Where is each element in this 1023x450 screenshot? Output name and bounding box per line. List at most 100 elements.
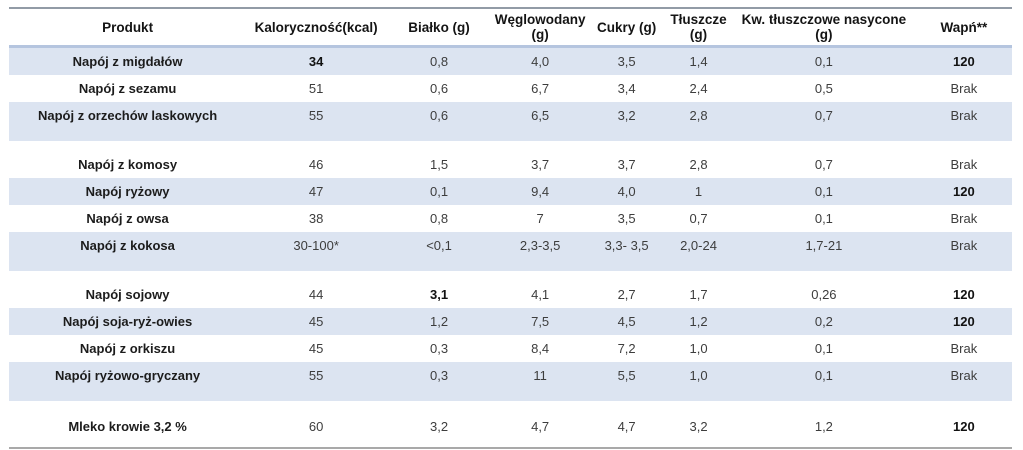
value-cell: 1 (665, 178, 733, 205)
value-cell: 2,8 (665, 151, 733, 178)
value-cell: 0,8 (386, 205, 493, 232)
value-cell: 3,2 (588, 102, 665, 141)
value-cell: 7 (492, 205, 589, 232)
column-header-8: Wapń** (915, 8, 1012, 47)
value-cell: 0,8 (386, 46, 493, 75)
table-body: Napój z migdałów 34 0,8 4,0 3,5 1,4 0,1 120 Napó… (9, 46, 1012, 448)
value-cell: 1,7-21 (732, 232, 916, 271)
value-cell: 0,2 (732, 308, 916, 335)
value-cell: 0,7 (732, 151, 916, 178)
column-header-1: Produkt (9, 8, 247, 47)
value-cell: 0,7 (665, 205, 733, 232)
value-cell: 3,5 (588, 46, 665, 75)
value-cell: 4,7 (588, 411, 665, 448)
column-header-5: Cukry (g) (588, 8, 665, 47)
nutrition-table: Produkt Kaloryczność(kcal) Białko (g) Węglo… (9, 7, 1012, 449)
value-cell: Brak (915, 102, 1012, 141)
value-cell: 2,4 (665, 75, 733, 102)
table-row: Napój ryżowy 47 0,1 9,4 4,0 1 0,1 120 (9, 178, 1012, 205)
group-spacer (9, 141, 1012, 151)
value-cell: Brak (915, 205, 1012, 232)
value-cell: 6,5 (492, 102, 589, 141)
header-row: Produkt Kaloryczność(kcal) Białko (g) Węglo… (9, 8, 1012, 47)
product-cell: Napój ryżowy (9, 178, 247, 205)
value-cell: 45 (246, 335, 387, 362)
value-cell: 3,4 (588, 75, 665, 102)
value-cell: 55 (246, 102, 387, 141)
value-cell: 0,1 (732, 178, 916, 205)
spacer-cell (9, 271, 1012, 281)
value-cell: 1,5 (386, 151, 493, 178)
table-row: Napój z kokosa 30-100* <0,1 2,3-3,5 3,3- 3,5… (9, 232, 1012, 271)
value-cell: Brak (915, 75, 1012, 102)
value-cell: 0,3 (386, 335, 493, 362)
value-cell: 44 (246, 281, 387, 308)
value-cell: 1,2 (732, 411, 916, 448)
value-cell: 2,8 (665, 102, 733, 141)
value-cell: 7,2 (588, 335, 665, 362)
value-cell: 120 (915, 178, 1012, 205)
product-cell: Napój z sezamu (9, 75, 247, 102)
value-cell: 2,0-24 (665, 232, 733, 271)
value-cell: Brak (915, 151, 1012, 178)
table-row: Napój z sezamu 51 0,6 6,7 3,4 2,4 0,5 Brak (9, 75, 1012, 102)
product-cell: Napój z orkiszu (9, 335, 247, 362)
value-cell: 4,0 (492, 46, 589, 75)
column-header-4: Węglowodany (g) (492, 8, 589, 47)
value-cell: 0,6 (386, 102, 493, 141)
table-row: Napój sojowy 44 3,1 4,1 2,7 1,7 0,26 120 (9, 281, 1012, 308)
value-cell: 1,4 (665, 46, 733, 75)
value-cell: 120 (915, 411, 1012, 448)
value-cell: 1,2 (665, 308, 733, 335)
value-cell: 120 (915, 308, 1012, 335)
value-cell: 4,0 (588, 178, 665, 205)
table-row: Napój z orkiszu 45 0,3 8,4 7,2 1,0 0,1 Brak (9, 335, 1012, 362)
value-cell: 0,1 (732, 46, 916, 75)
product-cell: Napój z kokosa (9, 232, 247, 271)
value-cell: 6,7 (492, 75, 589, 102)
value-cell: 1,0 (665, 335, 733, 362)
table-header: Produkt Kaloryczność(kcal) Białko (g) Węglo… (9, 8, 1012, 47)
value-cell: 9,4 (492, 178, 589, 205)
table-row: Napój soja-ryż-owies 45 1,2 7,5 4,5 1,2 0,2 120 (9, 308, 1012, 335)
value-cell: 4,7 (492, 411, 589, 448)
product-cell: Napój soja-ryż-owies (9, 308, 247, 335)
table-row: Napój z komosy 46 1,5 3,7 3,7 2,8 0,7 Brak (9, 151, 1012, 178)
value-cell: Brak (915, 335, 1012, 362)
value-cell: 46 (246, 151, 387, 178)
table-row: Mleko krowie 3,2 % 60 3,2 4,7 4,7 3,2 1,2 120 (9, 411, 1012, 448)
value-cell: 120 (915, 46, 1012, 75)
value-cell: 120 (915, 281, 1012, 308)
value-cell: 34 (246, 46, 387, 75)
value-cell: 0,1 (732, 362, 916, 401)
value-cell: 8,4 (492, 335, 589, 362)
value-cell: 2,7 (588, 281, 665, 308)
value-cell: 1,7 (665, 281, 733, 308)
value-cell: 3,7 (588, 151, 665, 178)
product-cell: Napój z owsa (9, 205, 247, 232)
table-row: Napój z owsa 38 0,8 7 3,5 0,7 0,1 Brak (9, 205, 1012, 232)
product-cell: Napój z migdałów (9, 46, 247, 75)
product-cell: Napój z orzechów laskowych (9, 102, 247, 141)
product-cell: Napój sojowy (9, 281, 247, 308)
table-row: Napój z migdałów 34 0,8 4,0 3,5 1,4 0,1 120 (9, 46, 1012, 75)
value-cell: 3,2 (386, 411, 493, 448)
value-cell: 1,0 (665, 362, 733, 401)
value-cell: 0,26 (732, 281, 916, 308)
value-cell: 7,5 (492, 308, 589, 335)
column-header-7: Kw. tłuszczowe nasycone (g) (732, 8, 916, 47)
table-row: Napój z orzechów laskowych 55 0,6 6,5 3,2 2,8… (9, 102, 1012, 141)
value-cell: 0,6 (386, 75, 493, 102)
column-header-6: Tłuszcze (g) (665, 8, 733, 47)
value-cell: 45 (246, 308, 387, 335)
value-cell: 55 (246, 362, 387, 401)
product-cell: Napój z komosy (9, 151, 247, 178)
product-cell: Napój ryżowo-gryczany (9, 362, 247, 401)
group-spacer (9, 271, 1012, 281)
group-spacer (9, 401, 1012, 411)
value-cell: 51 (246, 75, 387, 102)
value-cell: 0,1 (386, 178, 493, 205)
product-cell: Mleko krowie 3,2 % (9, 411, 247, 448)
value-cell: 60 (246, 411, 387, 448)
value-cell: 1,2 (386, 308, 493, 335)
